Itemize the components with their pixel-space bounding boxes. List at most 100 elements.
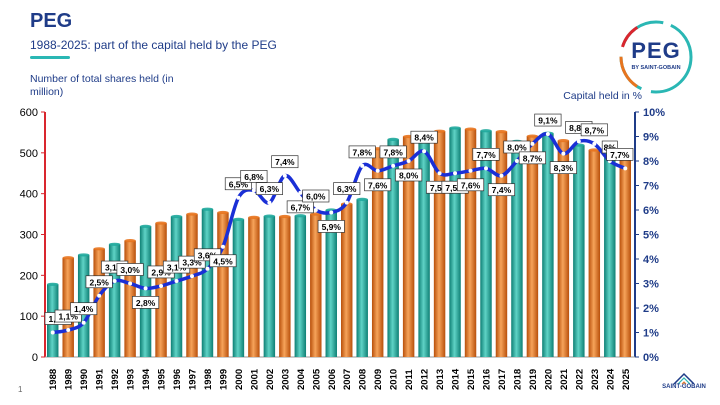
bar-top-1999	[217, 210, 229, 215]
x-tick-label: 2022	[574, 369, 585, 390]
line-point-2010	[391, 163, 396, 168]
line-point-1997	[190, 274, 194, 279]
line-point-2016	[484, 166, 488, 171]
bar-top-2016	[480, 129, 492, 133]
bar-1997	[186, 214, 198, 357]
bar-top-2015	[464, 127, 477, 131]
x-tick-label: 1994	[141, 368, 152, 390]
point-label-box	[302, 189, 330, 203]
bar-2025	[619, 156, 631, 357]
line-point-2011	[406, 159, 411, 163]
right-tick-label: 5%	[643, 230, 659, 242]
point-label: 7,8%	[353, 147, 373, 157]
point-label: 3,3%	[182, 258, 202, 268]
point-label: 7,6%	[461, 180, 481, 190]
saint-gobain-house-icon	[673, 372, 695, 385]
bar-2007	[341, 203, 353, 357]
point-label-box	[255, 182, 283, 195]
point-label: 7,4%	[492, 185, 512, 195]
point-label-box	[410, 130, 438, 144]
point-label-box	[580, 123, 608, 137]
bar-1998	[201, 209, 214, 357]
line-point-2020	[545, 132, 550, 137]
right-tick-label: 0%	[643, 352, 659, 364]
x-tick-label: 1997	[188, 369, 199, 390]
point-label-box	[472, 148, 500, 161]
bar-top-2008	[356, 197, 368, 201]
bar-top-2019	[526, 134, 539, 138]
point-label: 6,8%	[244, 172, 264, 182]
x-tick-label: 1988	[48, 369, 59, 390]
bar-1994	[139, 226, 152, 357]
x-tick-label: 2009	[373, 369, 384, 390]
x-tick-label: 2011	[404, 369, 415, 390]
point-label: 6,5%	[229, 179, 249, 189]
line-point-1988	[50, 330, 55, 335]
left-axis-label: Number of total shares held (in million)	[30, 73, 174, 98]
bar-top-1995	[155, 221, 167, 225]
x-tick-label: 2023	[590, 369, 601, 390]
x-tick-label: 2000	[234, 369, 245, 390]
bar-1989	[62, 257, 74, 357]
bar-top-1990	[77, 253, 90, 257]
point-label: 2,9%	[151, 267, 171, 277]
point-label-box	[503, 140, 531, 154]
x-tick-label: 2003	[280, 369, 291, 390]
right-tick-label: 7%	[643, 181, 659, 193]
point-label-box	[549, 161, 577, 174]
point-label-box	[116, 263, 144, 276]
left-tick-label: 100	[20, 311, 38, 323]
line-point-2005	[313, 208, 318, 212]
point-label: 8,7%	[585, 125, 605, 135]
x-tick-label: 1999	[218, 369, 229, 390]
bar-top-1998	[201, 207, 214, 211]
line-point-2012	[422, 149, 427, 154]
line-point-1993	[128, 281, 133, 286]
bar-2017	[495, 131, 508, 357]
x-tick-label: 2007	[342, 369, 353, 390]
line-point-1996	[174, 279, 179, 284]
point-label-box	[456, 178, 485, 192]
x-tick-label: 2005	[311, 368, 322, 390]
line-point-2009	[375, 168, 380, 173]
line-point-2017	[499, 173, 504, 178]
x-tick-label: 1996	[172, 369, 183, 390]
point-label: 1,1%	[59, 312, 79, 322]
x-tick-label: 1990	[79, 369, 90, 390]
bar-2000	[232, 219, 245, 357]
point-label: 8,4%	[414, 133, 434, 143]
line-point-2015	[468, 168, 473, 173]
x-tick-label: 1998	[203, 369, 214, 390]
x-tick-label: 2013	[435, 369, 446, 390]
point-label: 3,1%	[105, 263, 125, 273]
right-tick-label: 2%	[643, 303, 659, 315]
line-point-1992	[112, 279, 117, 284]
bar-top-1992	[108, 242, 121, 246]
bar-top-1994	[139, 224, 152, 228]
bar-top-1993	[124, 239, 136, 243]
bar-top-1996	[170, 214, 183, 219]
line-point-1990	[81, 320, 86, 325]
point-label-box	[379, 145, 407, 159]
line-point-2002	[267, 200, 272, 205]
x-tick-label: 2012	[420, 369, 431, 390]
point-label: 7,7%	[476, 150, 496, 160]
bar-2013	[433, 131, 446, 357]
x-tick-label: 2006	[327, 369, 338, 390]
point-label: 8,0%	[507, 143, 527, 153]
bar-top-1991	[93, 247, 105, 251]
line-point-2019	[530, 141, 535, 146]
point-label: 6,7%	[291, 202, 311, 212]
point-label-box	[132, 296, 160, 309]
bar-2019	[526, 136, 539, 357]
line-point-2008	[360, 163, 365, 168]
line-point-2004	[298, 190, 303, 195]
point-label-box	[348, 145, 376, 159]
point-label: 7,5%	[430, 183, 450, 193]
point-label-box	[364, 178, 392, 192]
bar-top-2003	[279, 214, 291, 219]
right-tick-label: 9%	[643, 132, 659, 144]
point-label: 7,6%	[368, 180, 388, 190]
line-point-2023	[592, 141, 597, 146]
